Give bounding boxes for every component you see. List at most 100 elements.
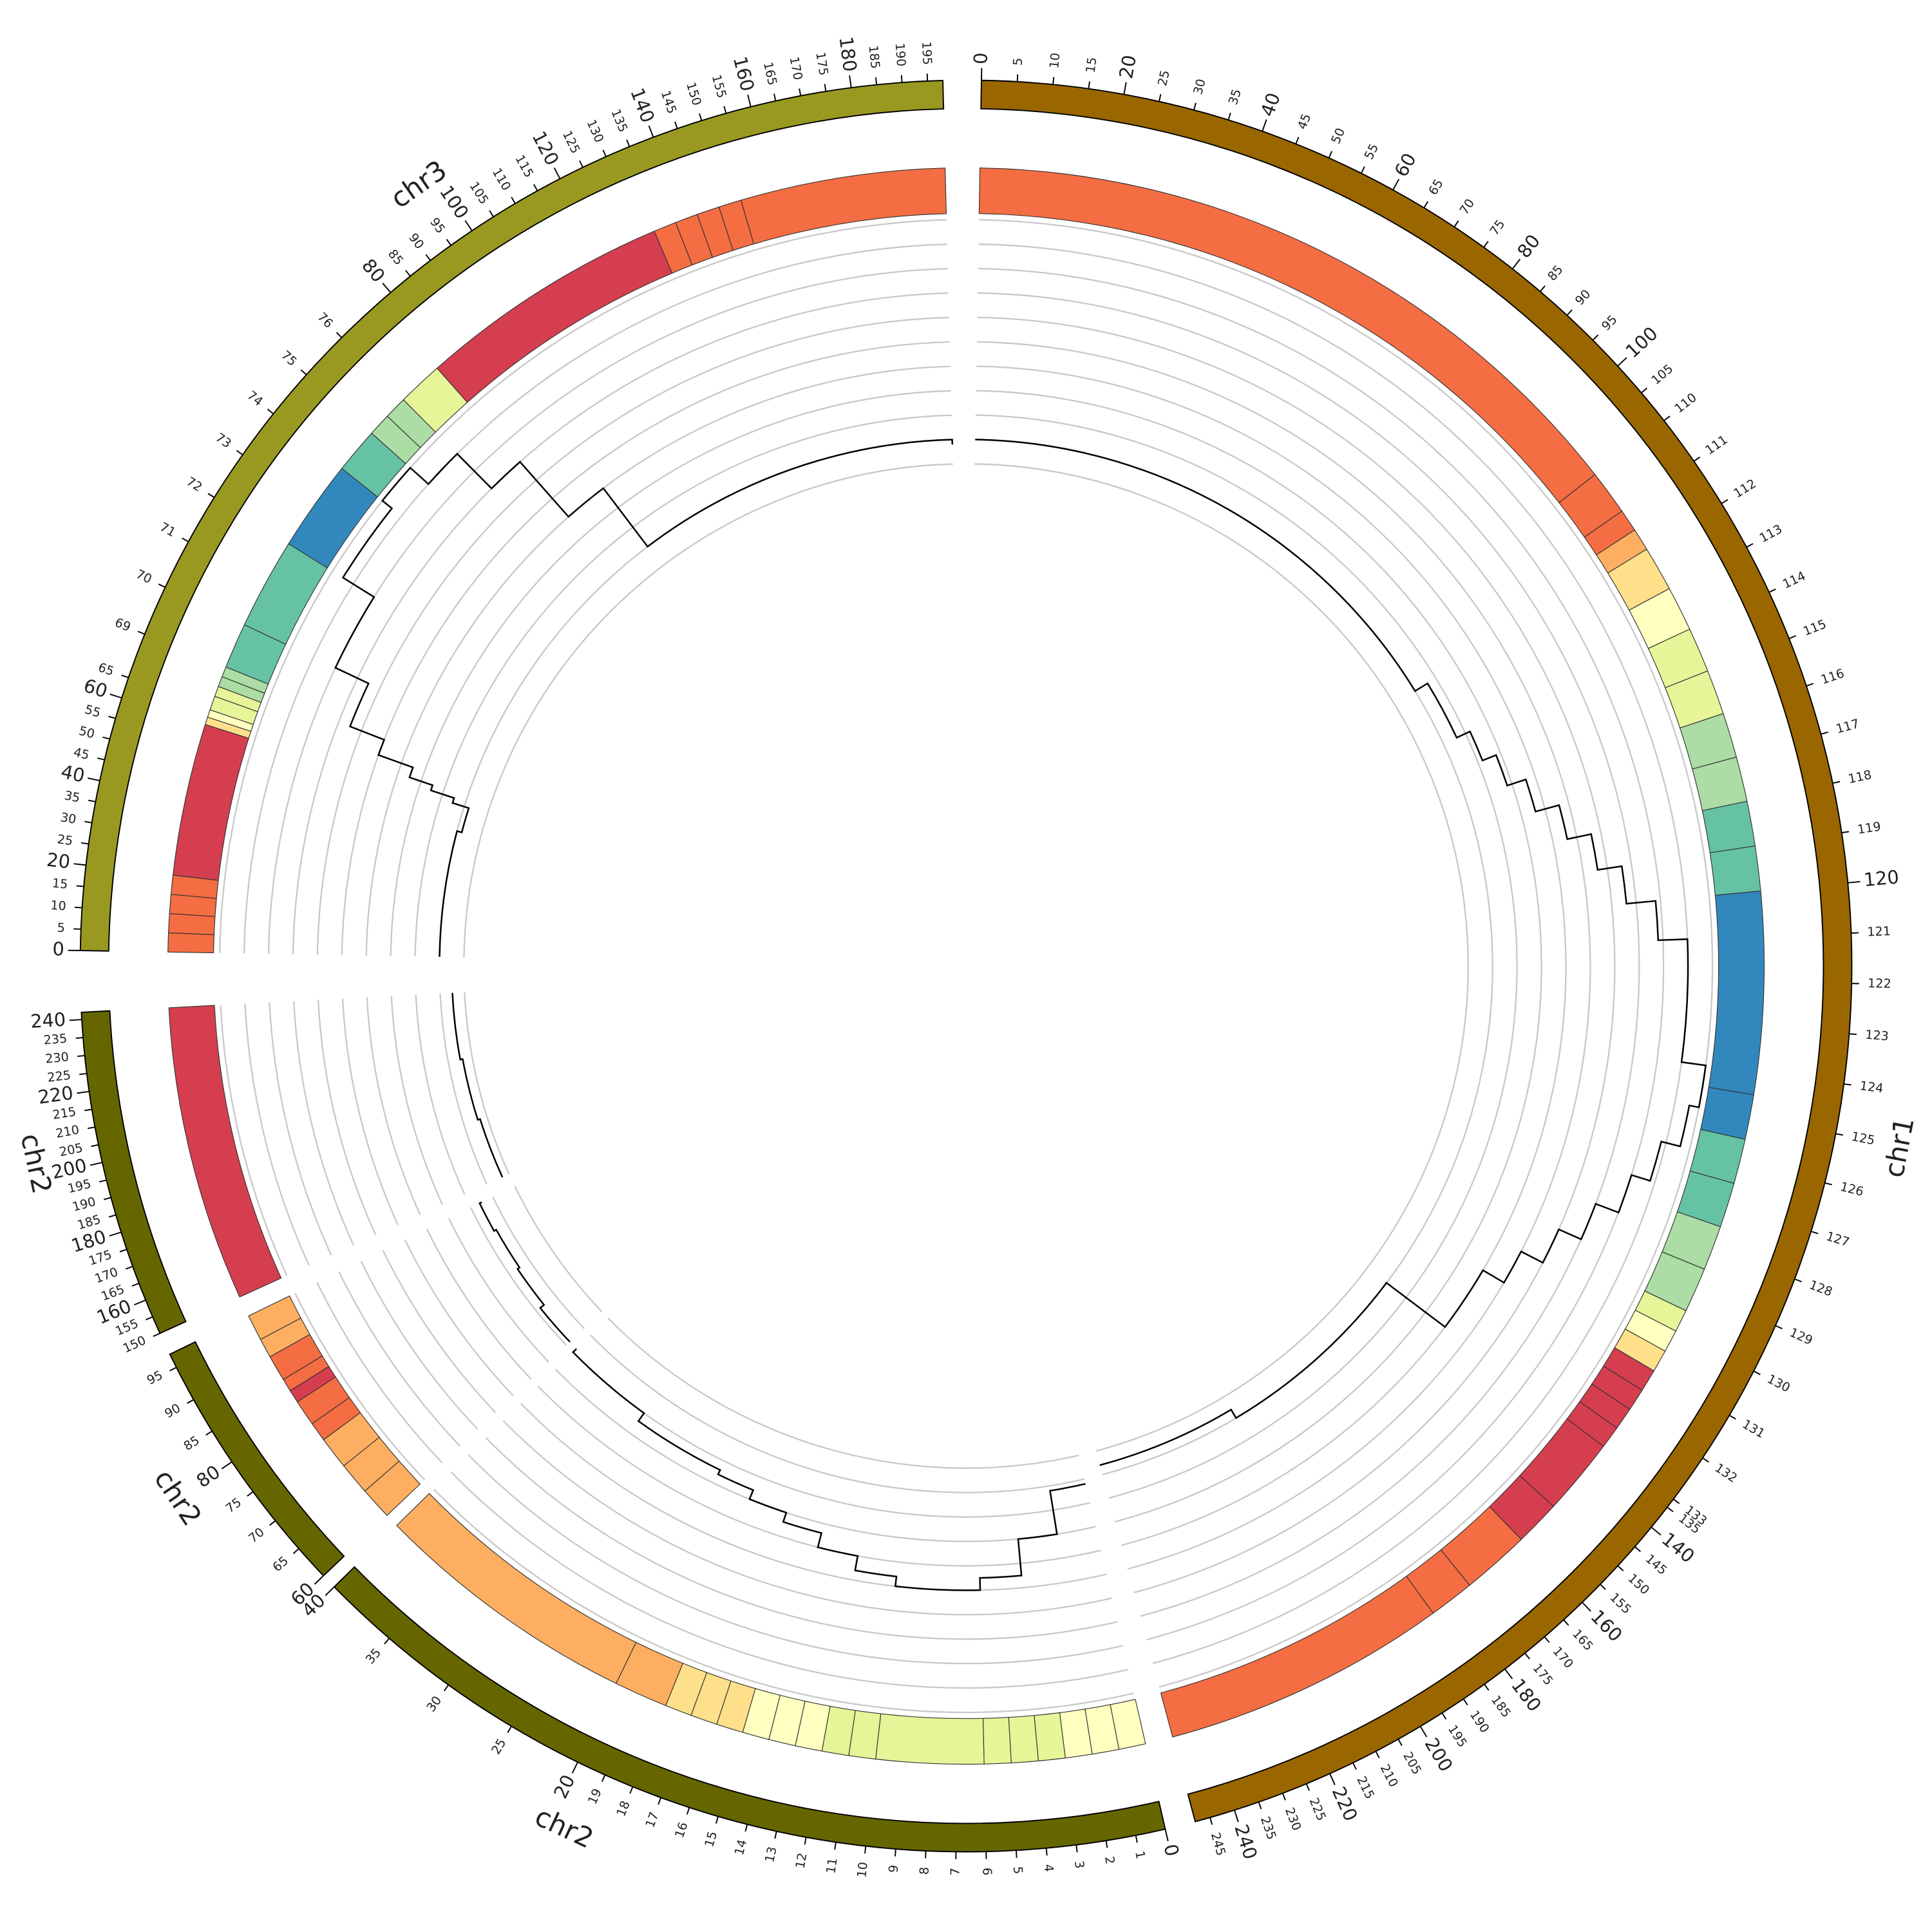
ideogram-band xyxy=(169,1341,345,1577)
tick-mark xyxy=(187,1399,194,1404)
tick-label: 125 xyxy=(560,128,583,156)
grid-arc xyxy=(390,996,444,1205)
grid-arc xyxy=(502,1420,1112,1616)
tick-mark xyxy=(1295,137,1300,144)
tick-label: 70 xyxy=(245,1524,267,1546)
tick-mark xyxy=(1328,151,1333,158)
tick-label: 15 xyxy=(701,1830,720,1849)
tick-label: 190 xyxy=(71,1194,97,1215)
tick-mark xyxy=(102,736,110,740)
segment-label: chr1 xyxy=(1878,1115,1920,1180)
tick-mark xyxy=(571,1761,578,1774)
tick-label: 40 xyxy=(59,761,87,787)
tick-mark xyxy=(1233,1810,1239,1823)
tick-label: 75 xyxy=(278,348,299,369)
tick-label: 6 xyxy=(980,1868,994,1876)
tick-label: 0 xyxy=(1159,1842,1183,1858)
tick-label: 1 xyxy=(1132,1850,1148,1860)
tick-label: 170 xyxy=(787,55,806,81)
tick-label: 5 xyxy=(57,920,65,935)
ideogram-band xyxy=(79,80,945,952)
tick-mark xyxy=(446,238,452,246)
grid-arc xyxy=(978,243,1689,1664)
tick-mark xyxy=(103,1197,111,1200)
tick-label: 45 xyxy=(1294,111,1314,131)
tick-mark xyxy=(1824,1182,1832,1186)
tick-mark xyxy=(1209,1817,1213,1825)
grid-arc xyxy=(341,998,399,1226)
tick-label: 131 xyxy=(1740,1417,1768,1441)
tick-label: 19 xyxy=(585,1786,605,1807)
step-line xyxy=(975,439,1707,1466)
tick-label: 190 xyxy=(893,43,909,67)
tick-label: 235 xyxy=(43,1031,68,1048)
tick-label: 80 xyxy=(193,1461,224,1492)
heatmap-cell xyxy=(875,1713,985,1765)
tick-mark xyxy=(74,906,82,909)
tick-mark xyxy=(1052,77,1055,85)
tick-label: 3 xyxy=(1072,1860,1087,1870)
tick-mark xyxy=(108,1214,117,1218)
heatmap-cell xyxy=(168,1005,282,1298)
tick-label: 90 xyxy=(1572,287,1593,308)
grid-arc xyxy=(269,1002,332,1256)
tick-mark xyxy=(131,1282,140,1287)
tick-mark xyxy=(153,1332,160,1338)
grid-arc xyxy=(448,1218,549,1363)
step-line xyxy=(478,1201,571,1343)
tick-label: 230 xyxy=(44,1049,70,1066)
tick-label: 76 xyxy=(314,309,336,330)
tick-mark xyxy=(108,715,116,719)
tick-label: 65 xyxy=(96,659,116,679)
tick-label: 225 xyxy=(1306,1795,1329,1823)
tick-mark xyxy=(425,254,431,261)
tick-label: 145 xyxy=(1643,1551,1671,1578)
tick-label: 210 xyxy=(1378,1762,1401,1790)
tick-label: 130 xyxy=(583,117,607,145)
tick-label: 215 xyxy=(52,1104,77,1122)
grid-arc xyxy=(293,1001,354,1245)
tick-mark xyxy=(81,842,89,845)
tick-label: 70 xyxy=(134,567,155,587)
tick-label: 105 xyxy=(1649,361,1676,388)
ideogram-band xyxy=(980,79,1853,1823)
tick-mark xyxy=(88,799,96,802)
grid-arc xyxy=(415,994,466,1195)
tick-mark xyxy=(1088,81,1090,89)
grid-arc xyxy=(439,439,952,957)
tick-label: 5 xyxy=(1010,1866,1026,1874)
tick-mark xyxy=(1835,1133,1844,1136)
tick-label: 60 xyxy=(81,674,110,702)
tick-label: 50 xyxy=(77,723,96,741)
tick-mark xyxy=(1672,1499,1680,1504)
tick-mark xyxy=(1123,82,1127,95)
tick-mark xyxy=(325,1586,335,1596)
heatmap-cell xyxy=(740,167,947,245)
tick-mark xyxy=(87,1126,95,1130)
tick-mark xyxy=(99,1179,107,1183)
tick-label: 117 xyxy=(1834,716,1861,737)
tick-label: 65 xyxy=(270,1553,291,1575)
tick-label: 72 xyxy=(184,474,205,495)
tick-label: 20 xyxy=(46,848,71,873)
tick-label: 69 xyxy=(113,615,133,634)
tick-mark xyxy=(169,1367,177,1372)
tick-mark xyxy=(1775,1325,1783,1330)
tick-mark xyxy=(507,1726,512,1733)
tick-label: 80 xyxy=(1513,230,1544,262)
tick-mark xyxy=(134,1300,146,1305)
tick-label: 220 xyxy=(1328,1783,1363,1824)
grid-arc xyxy=(220,1005,288,1276)
tick-mark xyxy=(97,757,105,761)
tick-label: 240 xyxy=(1230,1822,1262,1862)
tick-mark xyxy=(686,1807,690,1815)
tick-label: 90 xyxy=(406,231,427,252)
tick-label: 185 xyxy=(1488,1692,1514,1720)
tick-mark xyxy=(601,1774,606,1782)
grid-arc xyxy=(450,1471,1129,1689)
tick-label: 180 xyxy=(835,35,861,73)
tick-mark xyxy=(443,1684,450,1692)
tick-label: 17 xyxy=(642,1810,661,1830)
tick-mark xyxy=(699,113,703,121)
tick-label: 185 xyxy=(866,44,883,70)
